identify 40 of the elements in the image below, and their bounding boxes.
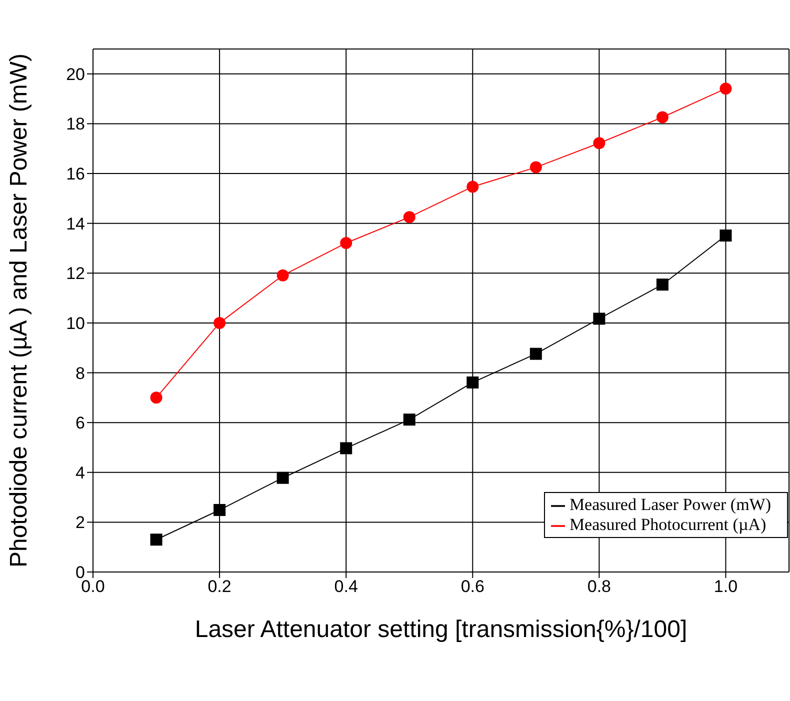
x-tick-label: 0.0 [81, 577, 105, 596]
x-tick-label: 0.6 [460, 577, 484, 596]
point [720, 82, 732, 95]
y-tick-label: 14 [66, 214, 85, 234]
y-tick-label: 12 [66, 264, 85, 284]
legend-label: Measured Photocurrent (µA) [569, 515, 766, 534]
point [276, 472, 289, 484]
point [403, 211, 416, 224]
point [214, 316, 226, 329]
y-tick-label: 16 [66, 164, 85, 184]
point [466, 376, 479, 388]
x-axis-title: Laser Attenuator setting [transmission{%}/100] [194, 616, 688, 643]
point [150, 534, 162, 546]
point [720, 230, 732, 242]
y-tick-label: 2 [76, 513, 85, 532]
y-tick-label: 10 [66, 314, 85, 333]
x-tick-label: 0.8 [587, 577, 611, 596]
x-tick-label: 0.4 [334, 577, 358, 596]
x-tick-label: 0.2 [208, 577, 232, 596]
y-tick-label: 20 [66, 64, 85, 84]
point [530, 161, 542, 174]
point [656, 278, 668, 291]
y-tick-label: 18 [66, 114, 85, 134]
legend-label: Measured Laser Power (mW) [569, 495, 771, 514]
y-tick-label: 4 [76, 463, 85, 482]
point [403, 414, 416, 426]
point [593, 137, 606, 150]
point [340, 237, 352, 250]
point [150, 392, 162, 404]
point [340, 442, 352, 454]
y-axis-title: Photodiode current (µA ) and Laser Power (mW) [6, 53, 33, 568]
y-tick-label: 8 [76, 364, 85, 383]
point [276, 269, 289, 282]
point [214, 504, 226, 516]
x-tick-label: 1.0 [714, 577, 738, 596]
point [656, 111, 668, 124]
point [530, 348, 542, 360]
y-tick-label: 6 [76, 414, 85, 433]
point [593, 312, 606, 325]
point [466, 180, 479, 193]
